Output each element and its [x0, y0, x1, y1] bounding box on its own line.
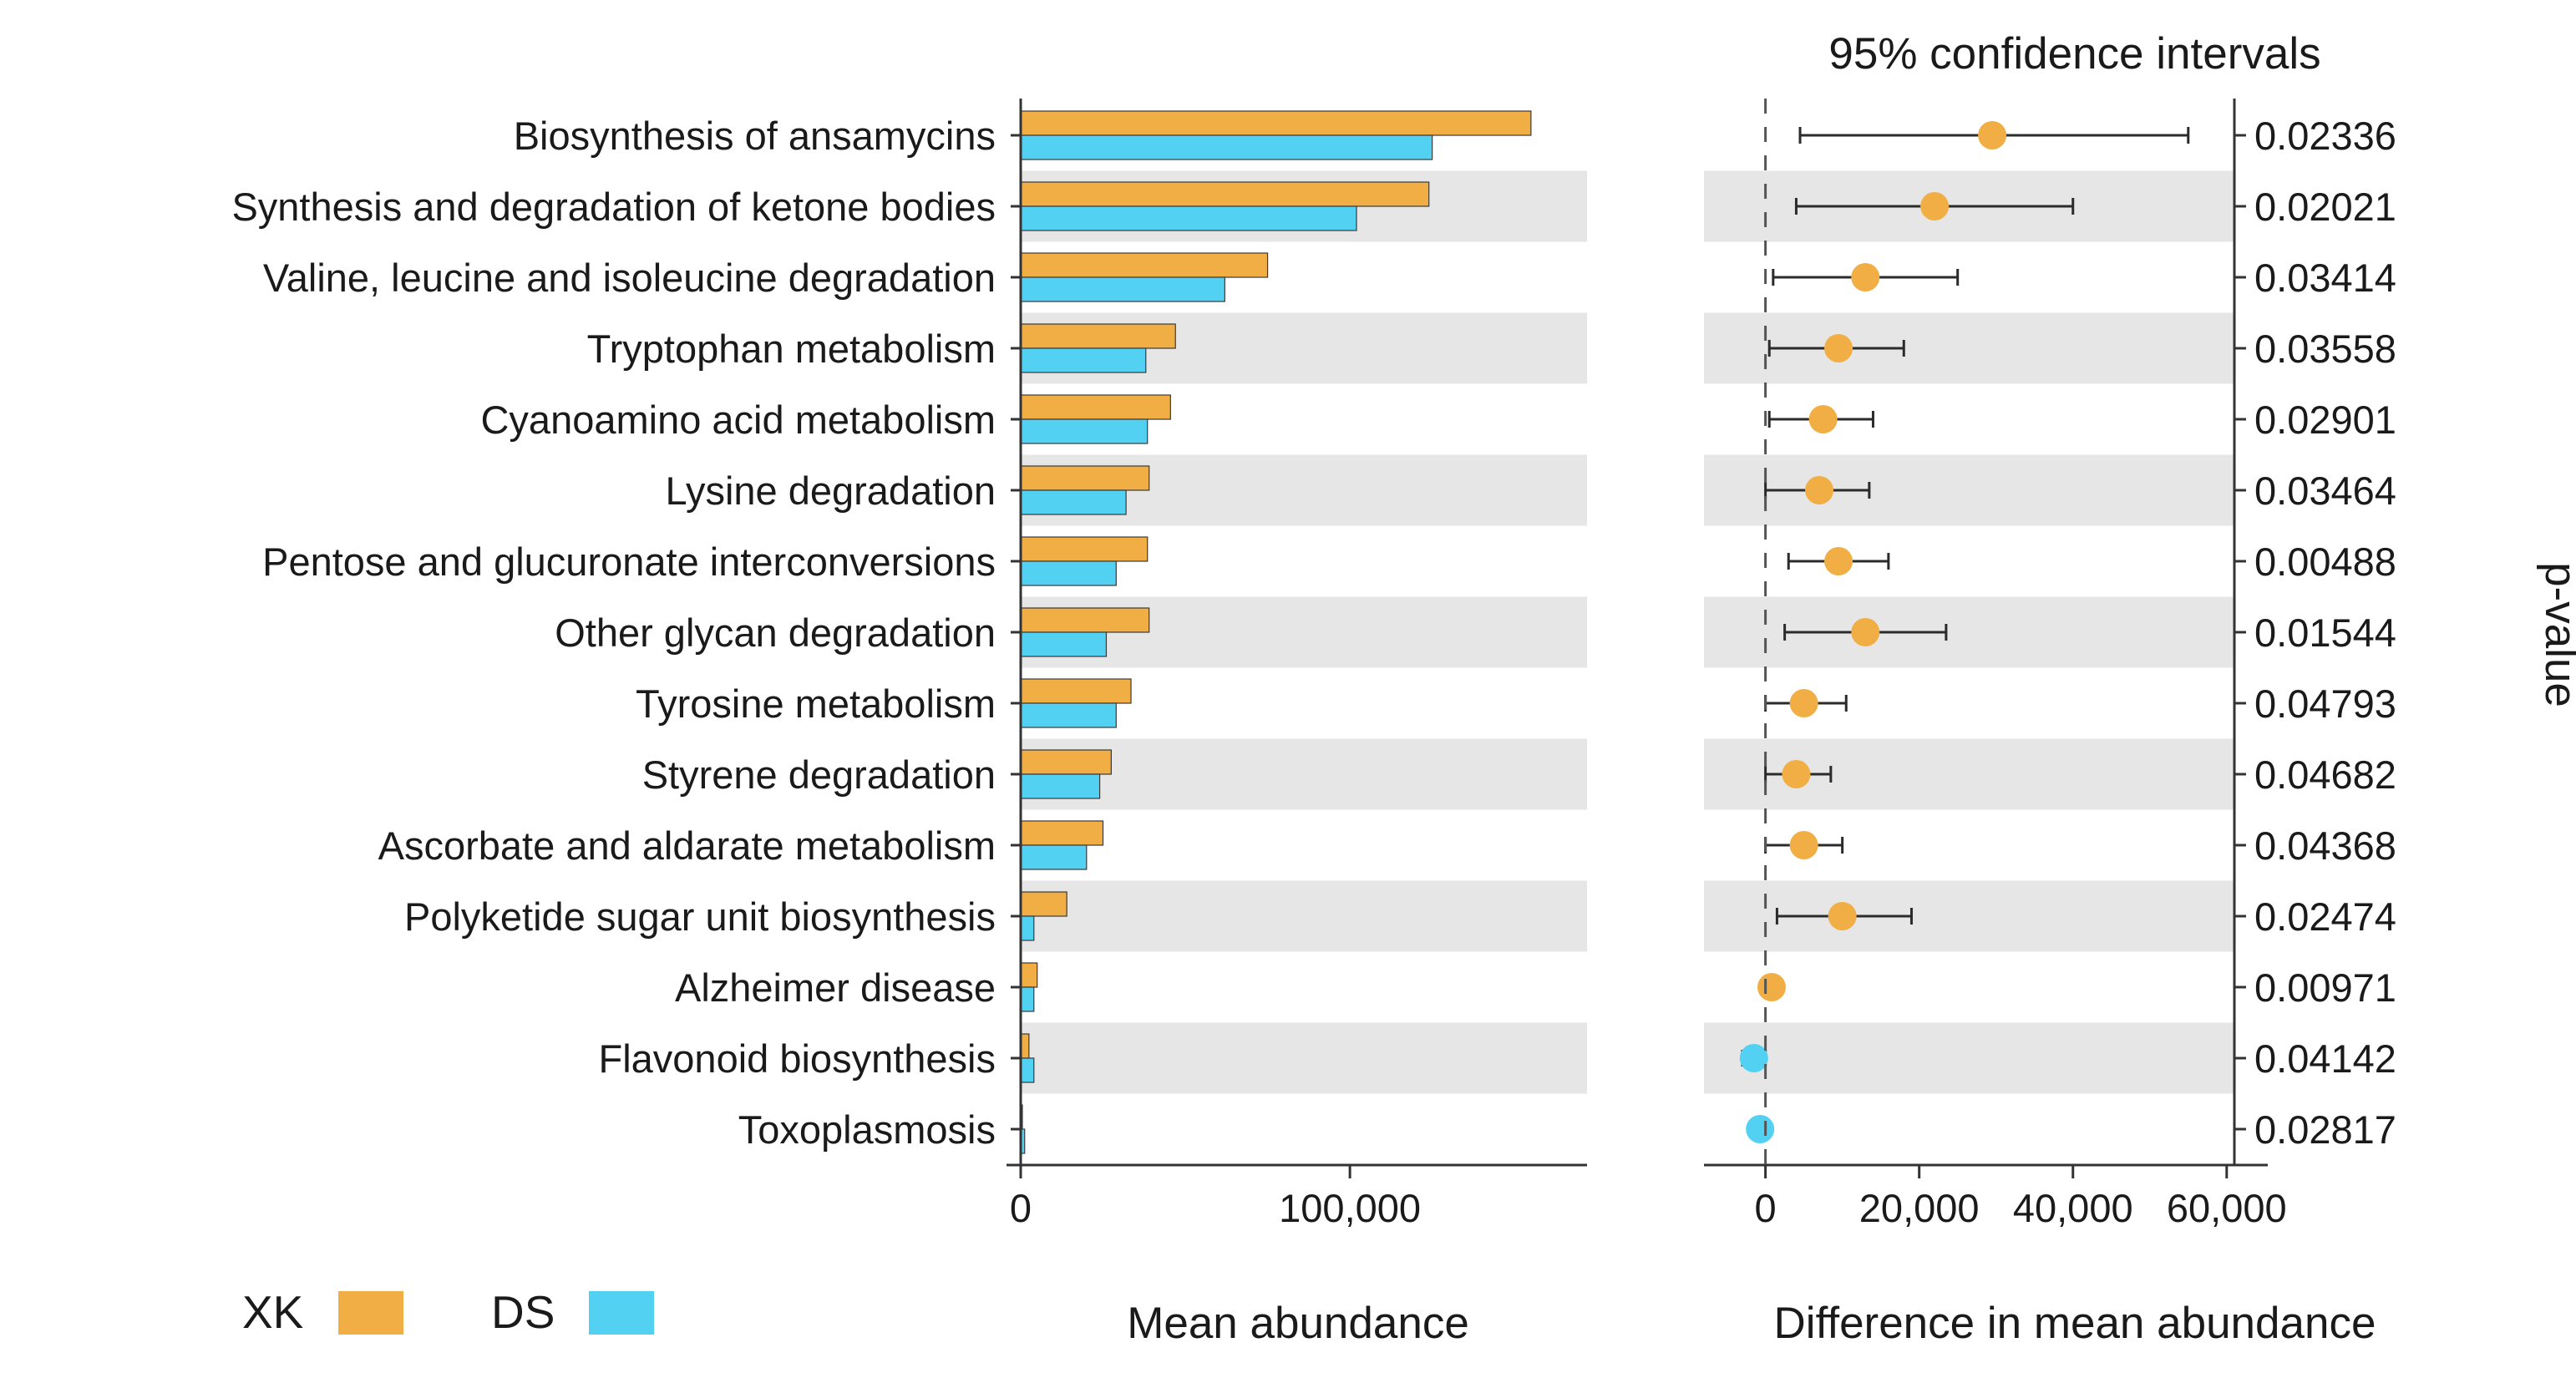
- pvalue-label: 0.02474: [2254, 894, 2396, 939]
- bar-xk: [1020, 465, 1150, 491]
- pvalue-label: 0.03414: [2254, 256, 2396, 300]
- bar-xk: [1020, 607, 1150, 633]
- category-label: Cyanoamino acid metabolism: [480, 398, 996, 442]
- bar-ds: [1020, 418, 1149, 444]
- pvalue-label: 0.02817: [2254, 1107, 2396, 1152]
- pvalue-label: 0.04682: [2254, 752, 2396, 797]
- legend-label-xk: XK: [242, 1286, 304, 1338]
- bar-ds: [1020, 276, 1225, 302]
- row-stripe: [1021, 1022, 1587, 1094]
- bar-xk: [1020, 323, 1176, 349]
- category-label: Tyrosine metabolism: [636, 681, 996, 726]
- category-label: Polyketide sugar unit biosynthesis: [404, 894, 996, 939]
- bar-chart-panel: Biosynthesis of ansamycins Synthesis and …: [231, 110, 1532, 1154]
- ci-point: [1805, 476, 1834, 504]
- category-label: Lysine degradation: [666, 469, 996, 513]
- ci-x-tick-label: 20,000: [1859, 1186, 1980, 1230]
- category-label: Other glycan degradation: [555, 611, 996, 655]
- bar-ds: [1020, 702, 1117, 728]
- pvalue-label: 0.04368: [2254, 823, 2396, 868]
- bar-xk: [1020, 678, 1132, 704]
- bar-xk: [1020, 181, 1430, 207]
- bar-xk: [1020, 536, 1149, 562]
- category-label: Biosynthesis of ansamycins: [514, 114, 996, 158]
- ci-point: [1978, 121, 2007, 149]
- row-stripe: [1021, 880, 1587, 952]
- ci-x-tick-label: 60,000: [2167, 1186, 2287, 1230]
- ci-point: [1851, 263, 1880, 291]
- category-label: Synthesis and degradation of ketone bodi…: [231, 185, 996, 229]
- chart-title: 95% confidence intervals: [1828, 29, 2320, 79]
- ci-point: [1851, 618, 1880, 646]
- ci-x-tick-label: 40,000: [2013, 1186, 2133, 1230]
- x-axis-label: Mean abundance: [1127, 1299, 1469, 1348]
- category-label: Ascorbate and aldarate metabolism: [378, 823, 996, 868]
- confidence-interval-panel: [1739, 121, 2190, 1143]
- ci-point: [1789, 689, 1818, 717]
- ci-point: [1824, 547, 1853, 575]
- x-tick-label: 0: [1010, 1186, 1032, 1230]
- bar-ds: [1020, 915, 1035, 941]
- ci-point: [1808, 405, 1838, 433]
- pvalue-label: 0.03464: [2254, 469, 2396, 513]
- pvalue-label: 0.02901: [2254, 398, 2396, 442]
- ci-point: [1746, 1115, 1775, 1143]
- bar-ds: [1020, 134, 1433, 160]
- ci-point: [1828, 902, 1857, 930]
- bar-ds: [1020, 489, 1127, 515]
- bar-ds: [1020, 844, 1088, 870]
- legend-swatch-xk: [338, 1291, 403, 1335]
- legend-label-ds: DS: [491, 1286, 555, 1338]
- category-label: Alzheimer disease: [675, 965, 996, 1010]
- ci-x-tick-label: 0: [1755, 1186, 1777, 1230]
- bar-xk: [1020, 252, 1269, 278]
- ci-point: [1824, 334, 1853, 362]
- bar-ds: [1020, 560, 1117, 586]
- category-label: Valine, leucine and isoleucine degradati…: [263, 256, 996, 300]
- pvalue-axis-label: p-value: [2536, 562, 2576, 707]
- bar-ds: [1020, 773, 1101, 799]
- row-stripes: [1021, 170, 2234, 1094]
- bar-ds: [1020, 631, 1108, 657]
- ci-point: [1739, 1044, 1768, 1072]
- pvalue-label: 0.01544: [2254, 611, 2396, 655]
- category-label: Styrene degradation: [642, 752, 996, 797]
- category-label: Tryptophan metabolism: [587, 327, 996, 371]
- ci-point: [1757, 973, 1786, 1001]
- axes: 0.02336 0.02021 0.03414 0.03558 0.02901 0.034…: [1007, 99, 2396, 1230]
- bar-ds: [1020, 986, 1035, 1012]
- category-label: Pentose and glucuronate interconversions: [262, 540, 996, 584]
- bar-xk: [1020, 394, 1171, 420]
- row-stripe: [1021, 738, 1587, 810]
- bar-xk: [1020, 962, 1038, 988]
- category-label: Flavonoid biosynthesis: [599, 1036, 996, 1081]
- category-label: Toxoplasmosis: [738, 1107, 996, 1152]
- pvalue-label: 0.00488: [2254, 540, 2396, 584]
- pvalue-label: 0.02336: [2254, 114, 2396, 158]
- ci-row-stripe: [1704, 1022, 2234, 1094]
- legend: XK DS: [242, 1286, 654, 1338]
- pvalue-label: 0.02021: [2254, 185, 2396, 229]
- bar-xk: [1020, 749, 1112, 775]
- ci-x-axis-label: Difference in mean abundance: [1774, 1299, 2376, 1348]
- bar-xk: [1020, 891, 1067, 917]
- pvalue-label: 0.00971: [2254, 965, 2396, 1010]
- bar-xk: [1020, 820, 1104, 846]
- ci-point: [1782, 760, 1811, 788]
- pvalue-label: 0.03558: [2254, 327, 2396, 371]
- ci-point: [1920, 192, 1950, 220]
- bar-ds: [1020, 205, 1357, 231]
- pvalue-label: 0.04142: [2254, 1036, 2396, 1081]
- bar-ds: [1020, 347, 1147, 373]
- bar-xk: [1020, 110, 1532, 136]
- pvalue-label: 0.04793: [2254, 681, 2396, 726]
- legend-swatch-ds: [589, 1291, 654, 1335]
- ci-point: [1789, 831, 1818, 859]
- bar-ds: [1020, 1057, 1035, 1083]
- x-tick-label: 100,000: [1279, 1186, 1421, 1230]
